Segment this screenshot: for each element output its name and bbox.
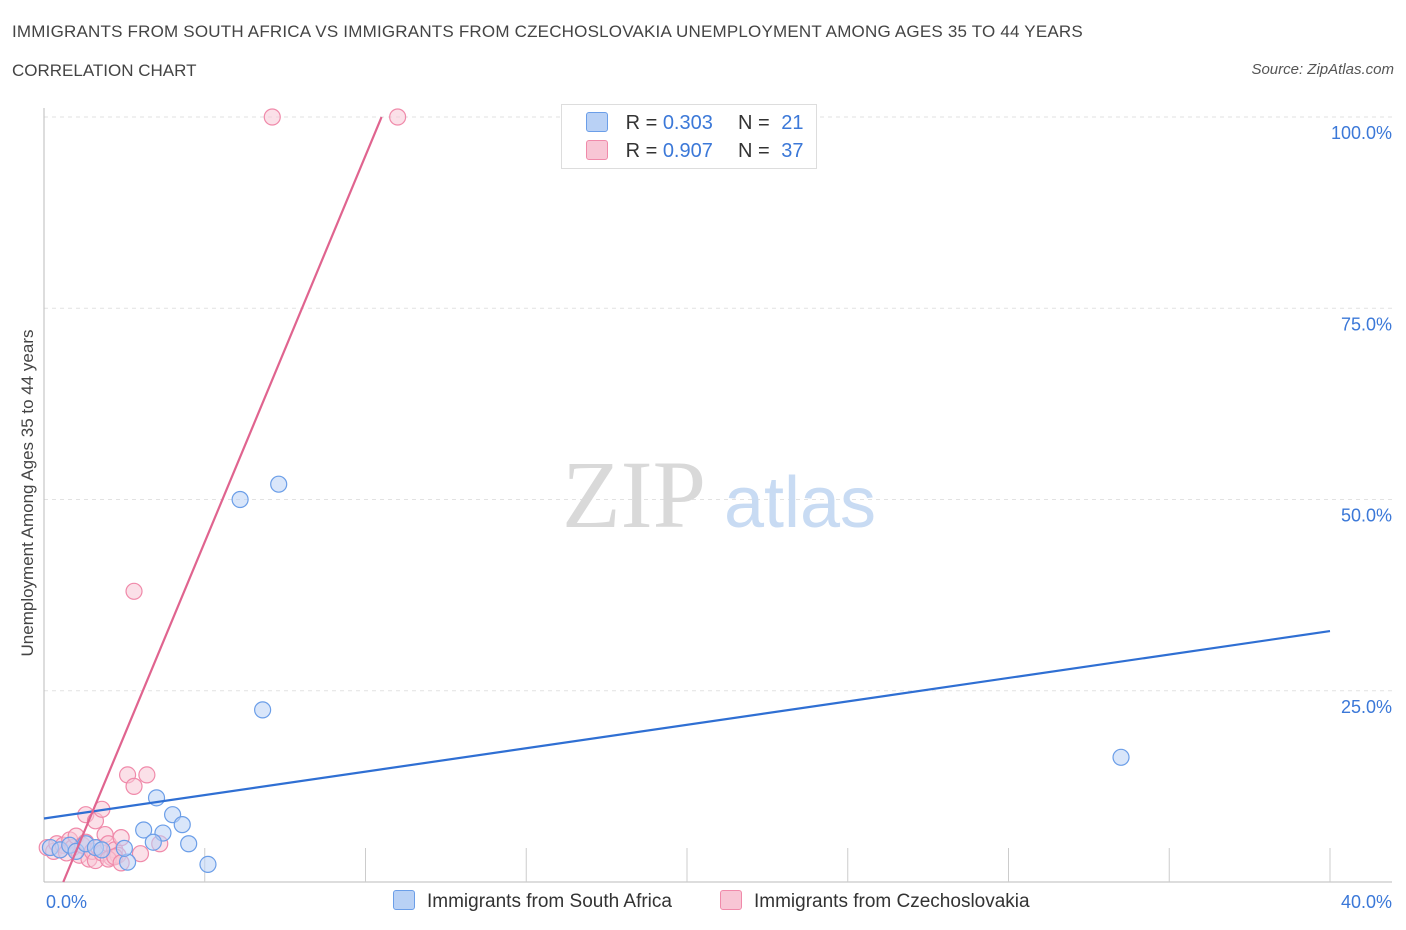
point-immigrants-from-south-africa[interactable] <box>180 835 198 853</box>
bottom-legend-czechoslovakia[interactable]: Immigrants from Czechoslovakia <box>720 890 1030 913</box>
legend-r-value: 0.303 <box>662 112 713 134</box>
point-immigrants-from-south-africa[interactable] <box>254 701 272 719</box>
legend-r-label: R = <box>625 140 658 162</box>
data-points <box>38 108 1130 874</box>
point-immigrants-from-south-africa[interactable] <box>231 490 249 509</box>
point-immigrants-from-south-africa[interactable] <box>270 475 288 493</box>
chart-title: IMMIGRANTS FROM SOUTH AFRICA VS IMMIGRAN… <box>12 22 1083 41</box>
bottom-legend-south-africa[interactable]: Immigrants from South Africa <box>393 890 672 913</box>
tick-labels: 25.0% 50.0% 75.0% 100.0% 0.0% 40.0% <box>46 123 1392 912</box>
legend-n-value: 37 <box>781 140 804 162</box>
bottom-legend-swatch-pink <box>720 890 742 910</box>
trend-line-immigrants-from-czechoslovakia <box>62 116 383 883</box>
y-tick-label: 100.0% <box>1331 123 1392 143</box>
chart-subtitle: CORRELATION CHART <box>12 61 197 80</box>
point-immigrants-from-south-africa[interactable] <box>144 833 162 851</box>
trend-lines <box>43 116 1331 883</box>
point-immigrants-from-czechoslovakia[interactable] <box>125 777 143 795</box>
legend-n-label: N = <box>738 140 770 162</box>
bottom-legend-swatch-blue <box>393 890 415 910</box>
legend-n-value: 21 <box>781 112 804 134</box>
point-immigrants-from-czechoslovakia[interactable] <box>131 845 150 863</box>
y-tick-label: 50.0% <box>1341 506 1392 526</box>
y-tick-label: 75.0% <box>1341 314 1392 334</box>
point-immigrants-from-czechoslovakia[interactable] <box>125 582 143 600</box>
watermark-atlas: atlas <box>724 463 876 543</box>
watermark: ZIP atlas <box>562 441 876 548</box>
legend-r-label: R = <box>625 112 658 134</box>
legend-row-czechoslovakia: R = 0.907 N = 37 <box>586 140 804 164</box>
y-tick-label: 25.0% <box>1341 697 1392 717</box>
point-immigrants-from-czechoslovakia[interactable] <box>138 766 156 784</box>
x-tick-label: 0.0% <box>46 892 87 912</box>
point-immigrants-from-south-africa[interactable] <box>135 821 153 839</box>
bottom-legend-label: Immigrants from South Africa <box>427 891 672 912</box>
bottom-legend-label: Immigrants from Czechoslovakia <box>754 891 1030 912</box>
point-immigrants-from-czechoslovakia[interactable] <box>389 108 407 126</box>
point-immigrants-from-czechoslovakia[interactable] <box>263 108 281 126</box>
stats-legend: R = 0.303 N = 21 R = 0.907 N = 37 <box>561 104 817 169</box>
watermark-zip: ZIP <box>562 441 706 548</box>
source-label: Source: ZipAtlas.com <box>1251 61 1394 78</box>
legend-r-value: 0.907 <box>662 140 713 162</box>
trend-line-immigrants-from-south-africa <box>43 629 1331 820</box>
legend-row-south-africa: R = 0.303 N = 21 <box>586 112 804 136</box>
legend-swatch-pink <box>586 140 608 160</box>
point-immigrants-from-south-africa[interactable] <box>173 816 191 834</box>
grid-lines <box>44 116 1392 692</box>
point-immigrants-from-south-africa[interactable] <box>199 855 217 874</box>
point-immigrants-from-south-africa[interactable] <box>115 839 133 857</box>
legend-n-label: N = <box>738 112 770 134</box>
point-immigrants-from-south-africa[interactable] <box>93 841 111 859</box>
x-tick-label: 40.0% <box>1341 892 1392 912</box>
legend-swatch-blue <box>586 112 608 132</box>
point-immigrants-from-south-africa[interactable] <box>1112 748 1130 766</box>
